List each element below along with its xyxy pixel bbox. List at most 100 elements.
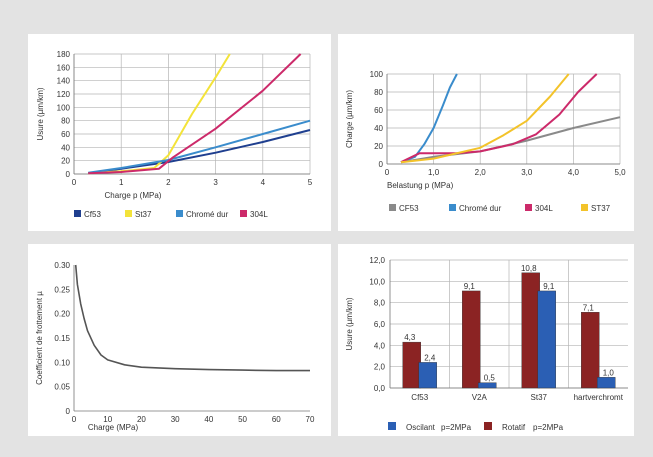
x-tick-label: 10 [103,415,112,424]
x-tick-label: 0 [72,415,77,424]
wear-vs-belastung-chart: 0 20 40 60 80 100 0 1,0 2,0 3,0 4,0 5,0 Belastung p … [345,70,626,213]
y-tick-label: 12,0 [369,256,385,265]
y-tick-label: 0.25 [54,285,70,294]
legend-label: Chromé dur [186,210,229,219]
legend-swatch [525,204,532,211]
x-tick-label: 3 [213,178,218,187]
y-tick-label: 60 [61,130,70,139]
legend-swatch [581,204,588,211]
x-tick-label: 40 [204,415,213,424]
x-tick-label: 4 [261,178,266,187]
bar-0-3 [597,377,616,389]
y-tick-label: 6,0 [374,320,386,329]
y-tick-label: 80 [374,88,383,97]
x-tick-label: St37 [531,393,548,402]
y-tick-label: 0.05 [54,383,70,392]
y-tick-label: 0.20 [54,310,70,319]
legend-label: Cf53 [84,210,101,219]
y-tick-label: 0,0 [374,384,386,393]
data-label: 2,4 [424,353,436,362]
legend-swatch [449,204,456,211]
chart-panel-1: 0 20 40 60 80 100 120 140 160 180 0 1 2 3 4 5 Charge p (… [28,34,331,231]
y-tick-label: 100 [57,103,71,112]
data-label: 10,8 [521,264,537,273]
legend-label: Chromé dur [459,204,502,213]
series-line-1 [400,73,458,164]
series-line-2 [88,119,311,174]
legend-label: ST37 [591,204,611,213]
x-tick-label: 2 [166,178,171,187]
legend-note: p=2MPa [441,423,472,432]
bar-0-1 [478,382,497,389]
y-axis-title: Charge (µm/km) [345,90,354,148]
legend-label: Oscilant [406,423,436,432]
data-label: 1,0 [603,368,615,377]
y-tick-label: 180 [57,50,71,59]
x-tick-label: 3,0 [521,168,533,177]
bar-0-2 [537,290,556,389]
legend-label: 304L [535,204,553,213]
x-tick-label: 5 [308,178,313,187]
series-line-2 [400,73,598,164]
legend-label: St37 [135,210,152,219]
y-tick-label: 20 [61,157,70,166]
y-axis-title: Coefficient de frottement µ [35,291,44,385]
x-tick-label: 2,0 [475,168,487,177]
y-tick-label: 40 [61,143,70,152]
legend-swatch [389,204,396,211]
y-tick-label: 0.10 [54,358,70,367]
legend-swatch [74,210,81,217]
x-tick-label: 30 [171,415,180,424]
y-axis-title: Usure (µm/km) [345,297,354,350]
x-axis-title: Charge (MPa) [88,423,139,432]
y-tick-label: 0 [66,407,71,416]
y-tick-label: 4,0 [374,341,386,350]
y-tick-label: 160 [57,63,71,72]
bar-1-1 [462,290,481,389]
x-tick-label: 4,0 [568,168,580,177]
y-tick-label: 8,0 [374,299,386,308]
x-tick-label: hartverchromt [574,393,624,402]
data-label: 9,1 [543,282,555,291]
y-tick-label: 0 [66,170,71,179]
chart-panel-4: 0,0 2,0 4,0 6,0 8,0 10,0 12,0 4,3 2,4 Cf53 9,1 0,5 V… [338,244,634,436]
y-tick-label: 10,0 [369,277,385,286]
y-tick-label: 80 [61,117,70,126]
y-tick-label: 0 [379,160,384,169]
x-tick-label: Cf53 [411,393,428,402]
y-tick-label: 120 [57,90,71,99]
x-tick-label: 50 [238,415,247,424]
y-tick-label: 40 [374,124,383,133]
x-axis-title: Belastung p (MPa) [387,181,454,190]
bar-1-2 [521,272,540,389]
data-label: 7,1 [583,303,595,312]
legend-label: 304L [250,210,268,219]
friction-coefficient-chart: 0 0.05 0.10 0.15 0.20 0.25 0.30 0 10 20 30 40 50 60 70… [35,261,315,432]
y-tick-label: 0.15 [54,334,70,343]
x-tick-label: 70 [306,415,315,424]
data-label: 9,1 [464,282,476,291]
legend-swatch [240,210,247,217]
x-tick-label: 0 [72,178,77,187]
y-axis-title: Usure (µm/km) [36,87,45,140]
y-tick-label: 60 [374,106,383,115]
bar-1-0 [402,341,421,389]
legend-label: Rotatif [502,423,526,432]
wear-bar-chart: 0,0 2,0 4,0 6,0 8,0 10,0 12,0 4,3 2,4 Cf53 9,1 0,5 V… [345,256,628,432]
x-tick-label: 60 [272,415,281,424]
x-tick-label: 1,0 [428,168,440,177]
legend-swatch [176,210,183,217]
x-axis-title: Charge p (MPa) [105,191,162,200]
legend-note: p=2MPa [533,423,564,432]
x-tick-label: V2A [472,393,488,402]
x-tick-label: 5,0 [614,168,626,177]
chart-panel-3: 0 0.05 0.10 0.15 0.20 0.25 0.30 0 10 20 30 40 50 60 70… [28,244,331,436]
series-line-0 [74,264,310,372]
data-label: 4,3 [404,333,416,342]
x-tick-label: 1 [119,178,124,187]
x-tick-label: 0 [385,168,390,177]
legend-swatch [484,422,492,430]
data-label: 0,5 [484,374,496,383]
legend-swatch [388,422,396,430]
legend-swatch [125,210,132,217]
